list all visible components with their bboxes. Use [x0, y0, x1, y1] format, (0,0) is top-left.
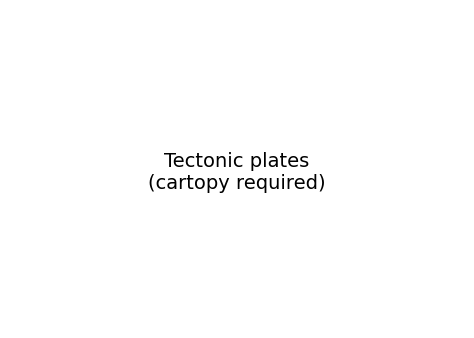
Text: Tectonic plates
(cartopy required): Tectonic plates (cartopy required) [148, 152, 326, 193]
